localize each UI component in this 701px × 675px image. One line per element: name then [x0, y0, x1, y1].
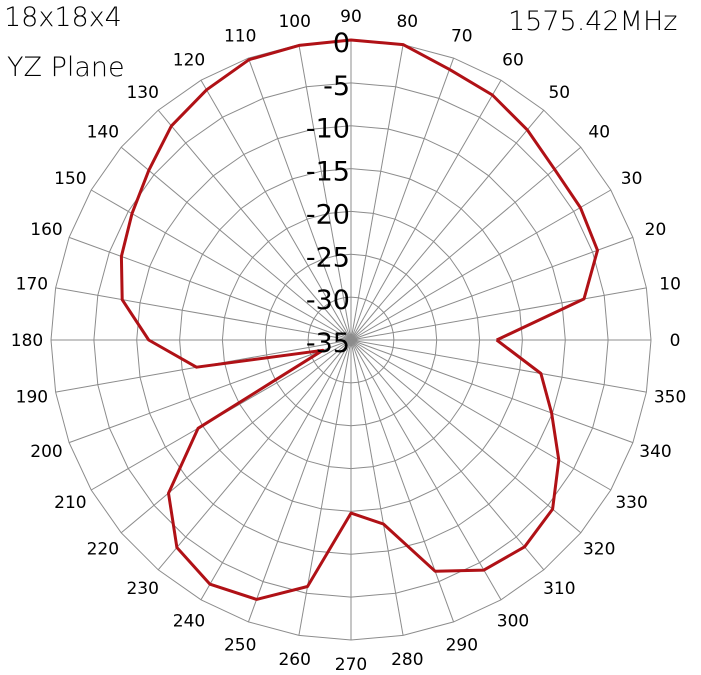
angle-tick-label: 240	[173, 612, 205, 632]
angle-tick-label: 220	[87, 539, 119, 559]
grid-spoke	[350, 339, 582, 534]
angle-tick-label: 20	[645, 220, 667, 240]
angle-tick-label: 30	[621, 169, 643, 189]
grid-spoke	[350, 57, 455, 341]
series-line	[119, 38, 599, 601]
angle-tick-label: 290	[446, 636, 478, 656]
grid-spoke	[200, 339, 352, 601]
grid-spoke	[350, 339, 455, 623]
angle-tick-label: 0	[670, 331, 681, 351]
radial-tick-label: -25	[306, 242, 350, 273]
grid-spoke	[120, 146, 352, 341]
grid-spoke	[350, 339, 647, 393]
angle-tick-label: 140	[87, 123, 119, 143]
grid-spoke	[350, 339, 404, 636]
grid-spoke	[120, 339, 352, 534]
radial-tick-labels: 0 -5 -10 -15 -20 -25 -30 -35	[306, 28, 350, 359]
angle-tick-label: 300	[497, 612, 529, 632]
angle-tick-label: 280	[391, 650, 423, 670]
angle-tick-label: 150	[54, 169, 86, 189]
grid-spoke	[350, 79, 502, 341]
grid-spoke	[298, 44, 352, 341]
angle-tick-label: 180	[11, 331, 43, 351]
angle-tick-label: 190	[16, 387, 48, 407]
angle-tick-label: 160	[30, 220, 62, 240]
grid-spoke	[247, 57, 352, 341]
angle-tick-label: 110	[224, 27, 256, 47]
angle-tick-label: 200	[30, 442, 62, 462]
grid-spoke	[247, 339, 352, 623]
angle-tick-labels: 0 10 20 30 40 50 60 70 80 90 100 110 120 130 140 150 160…	[11, 7, 687, 675]
grid-spoke	[350, 339, 634, 444]
angle-tick-label: 60	[502, 50, 524, 70]
angle-tick-label: 130	[126, 83, 158, 103]
chart-title-model: 18x18x4	[4, 2, 122, 33]
angle-tick-label: 320	[583, 539, 615, 559]
radial-tick-label: -15	[306, 157, 350, 188]
radial-tick-label: -35	[306, 328, 350, 359]
chart-title-frequency: 1575.42MHz	[508, 6, 678, 37]
grid-spoke	[350, 44, 404, 341]
chart-title-plane: YZ Plane	[7, 52, 125, 83]
angle-tick-label: 350	[654, 387, 686, 407]
grid-spoke	[55, 287, 352, 341]
grid-spoke	[200, 79, 352, 341]
grid-spoke	[350, 339, 502, 601]
radial-tick-label: -30	[306, 285, 350, 316]
angle-tick-label: 170	[16, 275, 48, 295]
angle-tick-label: 310	[543, 579, 575, 599]
angle-tick-label: 260	[278, 650, 310, 670]
angle-tick-label: 100	[278, 12, 310, 32]
angle-tick-label: 120	[173, 50, 205, 70]
angle-tick-label: 210	[54, 493, 86, 513]
angle-tick-label: 70	[451, 27, 473, 47]
angle-tick-label: 80	[396, 12, 418, 32]
angle-tick-label: 50	[548, 83, 570, 103]
radial-tick-label: -20	[306, 199, 350, 230]
grid-spoke	[350, 189, 612, 341]
angle-tick-label: 340	[639, 442, 671, 462]
angle-tick-label: 250	[224, 636, 256, 656]
angle-tick-label: 330	[615, 493, 647, 513]
angle-tick-label: 270	[335, 655, 367, 675]
radial-tick-label: -10	[306, 114, 350, 145]
grid-spoke	[157, 109, 352, 341]
grid-spoke	[350, 339, 612, 491]
grid-spoke	[157, 339, 352, 571]
grid-spoke	[68, 339, 352, 444]
grid-spoke	[350, 146, 582, 341]
grid-spoke	[350, 339, 545, 571]
grid-spoke	[68, 236, 352, 341]
polar-grid	[50, 39, 652, 641]
grid-spoke	[90, 189, 352, 341]
grid-spoke	[350, 287, 647, 341]
angle-tick-label: 230	[126, 579, 158, 599]
angle-tick-label: 10	[659, 275, 681, 295]
grid-spoke	[350, 236, 634, 341]
angle-tick-label: 90	[340, 7, 362, 27]
radial-tick-label: 0	[333, 28, 350, 59]
radial-tick-label: -5	[323, 71, 350, 102]
angle-tick-label: 40	[588, 123, 610, 143]
grid-spoke	[350, 109, 545, 341]
